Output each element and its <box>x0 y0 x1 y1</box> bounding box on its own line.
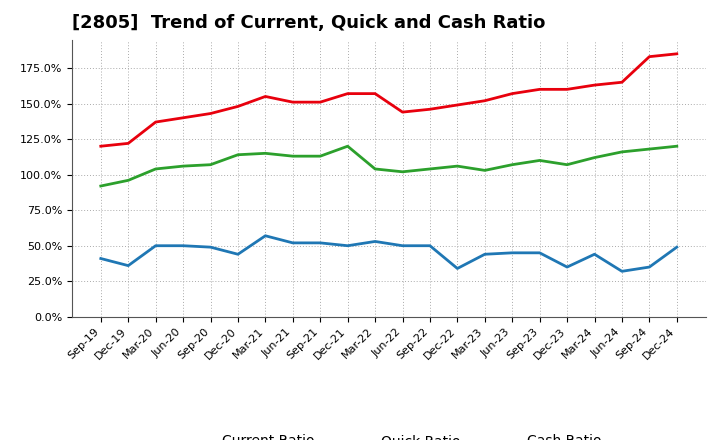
Current Ratio <box>343 91 352 96</box>
Quick Ratio <box>480 168 489 173</box>
Quick Ratio <box>536 158 544 163</box>
Cash Ratio <box>426 243 434 248</box>
Current Ratio <box>508 91 516 96</box>
Quick Ratio <box>398 169 407 174</box>
Cash Ratio <box>480 252 489 257</box>
Quick Ratio <box>645 147 654 152</box>
Cash Ratio <box>289 240 297 246</box>
Cash Ratio <box>124 263 132 268</box>
Current Ratio <box>371 91 379 96</box>
Text: [2805]  Trend of Current, Quick and Cash Ratio: [2805] Trend of Current, Quick and Cash … <box>72 15 545 33</box>
Quick Ratio <box>151 166 160 172</box>
Cash Ratio <box>672 245 681 250</box>
Quick Ratio <box>261 150 270 156</box>
Current Ratio <box>233 104 242 109</box>
Cash Ratio <box>563 264 572 270</box>
Quick Ratio <box>453 164 462 169</box>
Current Ratio <box>563 87 572 92</box>
Line: Quick Ratio: Quick Ratio <box>101 146 677 186</box>
Current Ratio <box>672 51 681 56</box>
Quick Ratio <box>371 166 379 172</box>
Current Ratio <box>289 99 297 105</box>
Quick Ratio <box>618 149 626 154</box>
Current Ratio <box>179 115 187 121</box>
Cash Ratio <box>508 250 516 256</box>
Current Ratio <box>480 98 489 103</box>
Quick Ratio <box>233 152 242 158</box>
Cash Ratio <box>536 250 544 256</box>
Cash Ratio <box>151 243 160 248</box>
Current Ratio <box>618 80 626 85</box>
Cash Ratio <box>398 243 407 248</box>
Current Ratio <box>206 111 215 116</box>
Current Ratio <box>316 99 325 105</box>
Current Ratio <box>124 141 132 146</box>
Line: Current Ratio: Current Ratio <box>101 54 677 146</box>
Cash Ratio <box>371 239 379 244</box>
Quick Ratio <box>206 162 215 167</box>
Cash Ratio <box>96 256 105 261</box>
Current Ratio <box>645 54 654 59</box>
Line: Cash Ratio: Cash Ratio <box>101 236 677 271</box>
Current Ratio <box>536 87 544 92</box>
Cash Ratio <box>343 243 352 248</box>
Quick Ratio <box>316 154 325 159</box>
Quick Ratio <box>289 154 297 159</box>
Current Ratio <box>426 106 434 112</box>
Current Ratio <box>151 119 160 125</box>
Current Ratio <box>261 94 270 99</box>
Current Ratio <box>96 143 105 149</box>
Cash Ratio <box>316 240 325 246</box>
Quick Ratio <box>426 166 434 172</box>
Cash Ratio <box>590 252 599 257</box>
Quick Ratio <box>563 162 572 167</box>
Cash Ratio <box>261 233 270 238</box>
Cash Ratio <box>206 245 215 250</box>
Quick Ratio <box>343 143 352 149</box>
Cash Ratio <box>453 266 462 271</box>
Quick Ratio <box>672 143 681 149</box>
Cash Ratio <box>645 264 654 270</box>
Current Ratio <box>398 110 407 115</box>
Quick Ratio <box>179 164 187 169</box>
Quick Ratio <box>590 155 599 160</box>
Current Ratio <box>453 103 462 108</box>
Quick Ratio <box>124 178 132 183</box>
Cash Ratio <box>618 269 626 274</box>
Quick Ratio <box>508 162 516 167</box>
Current Ratio <box>590 82 599 88</box>
Quick Ratio <box>96 183 105 189</box>
Cash Ratio <box>233 252 242 257</box>
Cash Ratio <box>179 243 187 248</box>
Legend: Current Ratio, Quick Ratio, Cash Ratio: Current Ratio, Quick Ratio, Cash Ratio <box>171 429 607 440</box>
